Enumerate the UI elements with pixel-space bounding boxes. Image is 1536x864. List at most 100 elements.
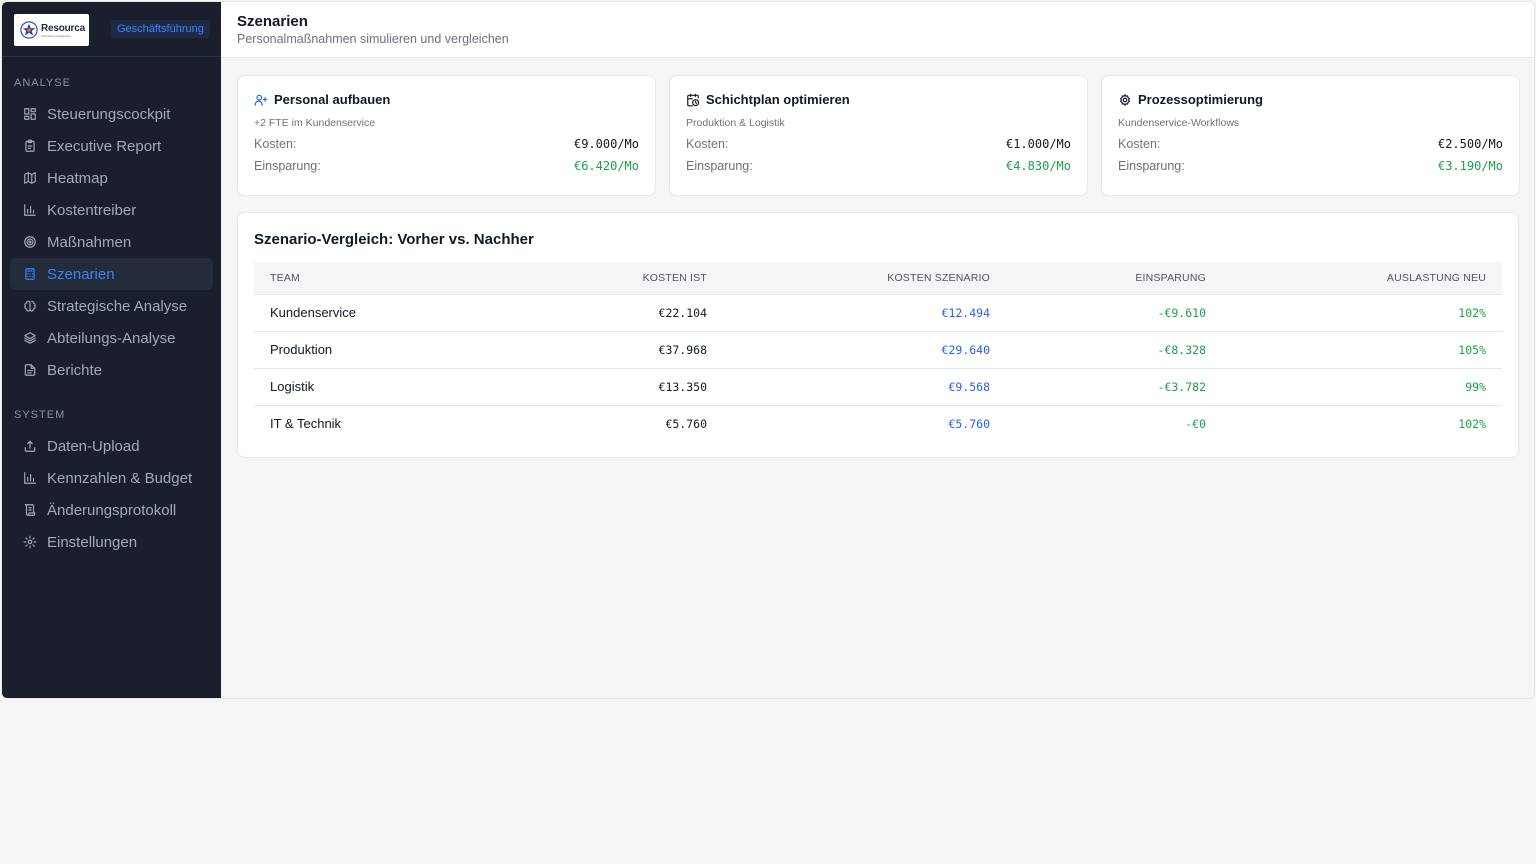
cell-auslastung: 105%	[1222, 331, 1502, 369]
card-title: Schichtplan optimieren	[706, 92, 850, 107]
sidebar-item-massnahmen[interactable]: Maßnahmen	[10, 226, 213, 258]
calculator-icon	[25, 268, 35, 280]
column-header-kosten-szenario[interactable]: KOSTEN SZENARIO	[723, 262, 1006, 295]
cell-kosten-szenario: €29.640	[723, 331, 1006, 369]
brain-icon	[24, 300, 36, 312]
scenario-card-schichtplan[interactable]: Schichtplan optimieren Produktion & Logi…	[669, 75, 1088, 196]
target-icon	[24, 236, 36, 248]
table-row[interactable]: IT & Technik €5.760 €5.760 -€0 102%	[254, 405, 1502, 442]
sidebar-item-berichte[interactable]: Berichte	[10, 354, 213, 386]
sidebar-item-executive-report[interactable]: Executive Report	[10, 130, 213, 162]
gear-icon	[1120, 93, 1130, 106]
card-subtitle: Produktion & Logistik	[686, 117, 785, 129]
cost-label: Kosten:	[254, 137, 297, 151]
logo-tagline: Workforce Intelligence	[41, 33, 71, 38]
scenario-card-personal-aufbauen[interactable]: Personal aufbauen +2 FTE im Kundenservic…	[237, 75, 656, 196]
cell-kosten-ist: €37.968	[514, 331, 723, 369]
cost-value: €1.000/Mo	[1005, 137, 1071, 151]
cell-auslastung: 102%	[1458, 416, 1486, 431]
sidebar-item-label: Kennzahlen & Budget	[47, 469, 193, 487]
section-label-system: SYSTEM	[14, 409, 66, 421]
logo[interactable]: Resourca Workforce Intelligence	[14, 14, 89, 46]
sidebar-item-strategische-analyse[interactable]: Strategische Analyse	[10, 290, 213, 322]
savings-label: Einsparung:	[254, 159, 321, 173]
cell-kosten-szenario: €12.494	[723, 294, 1006, 332]
sidebar-item-steuerungscockpit[interactable]: Steuerungscockpit	[10, 98, 213, 130]
cell-team: Produktion	[254, 331, 514, 369]
sidebar-item-kostentreiber[interactable]: Kostentreiber	[10, 194, 213, 226]
role-badge: Geschäftsführung	[111, 20, 210, 38]
bar-chart-icon	[24, 472, 36, 484]
savings-label: Einsparung:	[1118, 159, 1185, 173]
sidebar-item-heatmap[interactable]: Heatmap	[10, 162, 213, 194]
scenario-comparison-panel: Szenario-Vergleich: Vorher vs. Nachher T…	[237, 212, 1519, 458]
card-subtitle: Kundenservice-Workflows	[1118, 117, 1240, 129]
cost-label: Kosten:	[1118, 137, 1161, 151]
layers-icon	[24, 332, 36, 344]
sidebar-item-label: Heatmap	[47, 169, 108, 187]
logo-name: Resourca	[41, 22, 85, 34]
sidebar-item-label: Berichte	[47, 361, 103, 379]
cell-einsparung: -€9.610	[1006, 294, 1222, 332]
settings-icon	[23, 535, 37, 549]
column-header-kosten-ist[interactable]: KOSTEN IST	[514, 262, 723, 295]
card-title: Prozessoptimierung	[1138, 92, 1263, 107]
main-content: Szenarien Personalmaßnahmen simulieren u…	[221, 2, 1534, 698]
column-header-team[interactable]: TEAM	[254, 262, 514, 295]
cell-auslastung: 102%	[1222, 294, 1502, 332]
sidebar-item-szenarien[interactable]: Szenarien	[10, 258, 213, 290]
sidebar-header: Resourca Workforce Intelligence Geschäft…	[2, 2, 221, 57]
cell-team: Kundenservice	[254, 294, 514, 332]
cell-kosten-szenario: €5.760	[948, 416, 990, 431]
sidebar-item-kennzahlen-budget[interactable]: Kennzahlen & Budget	[10, 462, 213, 494]
column-header-einsparung[interactable]: EINSPARUNG	[1006, 262, 1222, 295]
cell-team: Logistik	[254, 368, 514, 406]
sidebar-item-label: Abteilungs-Analyse	[47, 329, 176, 347]
file-text-icon	[24, 364, 36, 376]
sidebar-item-label: Maßnahmen	[47, 233, 132, 251]
clipboard-icon	[25, 139, 35, 152]
scenario-cards: Personal aufbauen +2 FTE im Kundenservic…	[237, 75, 1520, 196]
cell-team: IT & Technik	[270, 416, 342, 432]
page-subtitle: Personalmaßnahmen simulieren und verglei…	[237, 32, 509, 46]
card-title: Personal aufbauen	[274, 92, 391, 107]
sidebar-item-einstellungen[interactable]: Einstellungen	[10, 526, 213, 558]
cost-label: Kosten:	[686, 137, 729, 151]
cost-value: €9.000/Mo	[573, 137, 639, 151]
cell-kosten-szenario: €9.568	[723, 368, 1006, 406]
comparison-table: TEAM KOSTEN IST KOSTEN SZENARIO EINSPARU…	[254, 262, 1502, 442]
sidebar-item-label: Executive Report	[47, 137, 162, 155]
cell-einsparung: -€0	[1185, 416, 1206, 431]
sidebar-item-label: Daten-Upload	[47, 437, 140, 455]
panel-title: Szenario-Vergleich: Vorher vs. Nachher	[254, 231, 534, 248]
map-icon	[24, 172, 36, 184]
sidebar-item-label: Strategische Analyse	[47, 297, 188, 315]
cell-kosten-ist: €5.760	[665, 416, 707, 431]
user-plus-icon	[254, 94, 268, 106]
sidebar-item-label: Einstellungen	[47, 533, 138, 551]
page-header: Szenarien Personalmaßnahmen simulieren u…	[221, 2, 1534, 58]
scroll-icon	[24, 504, 36, 516]
cell-kosten-ist: €22.104	[514, 294, 723, 332]
cell-einsparung: -€3.782	[1006, 368, 1222, 406]
table-row[interactable]: Logistik €13.350 €9.568 -€3.782 99%	[254, 368, 1502, 406]
savings-value: €6.420/Mo	[573, 159, 639, 173]
column-header-auslastung-neu[interactable]: AUSLASTUNG NEU	[1222, 262, 1502, 295]
savings-label: Einsparung:	[686, 159, 753, 173]
cost-value: €2.500/Mo	[1437, 137, 1503, 151]
upload-icon	[24, 440, 36, 452]
table-row[interactable]: Produktion €37.968 €29.640 -€8.328 105%	[254, 331, 1502, 369]
cell-kosten-ist: €13.350	[514, 368, 723, 406]
page-title: Szenarien	[237, 13, 308, 30]
layout-grid-icon	[24, 108, 36, 120]
section-label-analyse: ANALYSE	[14, 77, 71, 89]
sidebar-item-abteilungs-analyse[interactable]: Abteilungs-Analyse	[10, 322, 213, 354]
sidebar-item-daten-upload[interactable]: Daten-Upload	[10, 430, 213, 462]
card-subtitle: +2 FTE im Kundenservice	[254, 117, 376, 129]
scenario-card-prozessoptimierung[interactable]: Prozessoptimierung Kundenservice-Workflo…	[1101, 75, 1520, 196]
table-row[interactable]: Kundenservice €22.104 €12.494 -€9.610 10…	[254, 294, 1502, 332]
savings-value: €4.830/Mo	[1005, 159, 1071, 173]
table-header-row: TEAM KOSTEN IST KOSTEN SZENARIO EINSPARU…	[254, 262, 1502, 295]
sidebar-item-aenderungsprotokoll[interactable]: Änderungsprotokoll	[10, 494, 213, 526]
sidebar-item-label: Szenarien	[47, 265, 115, 283]
